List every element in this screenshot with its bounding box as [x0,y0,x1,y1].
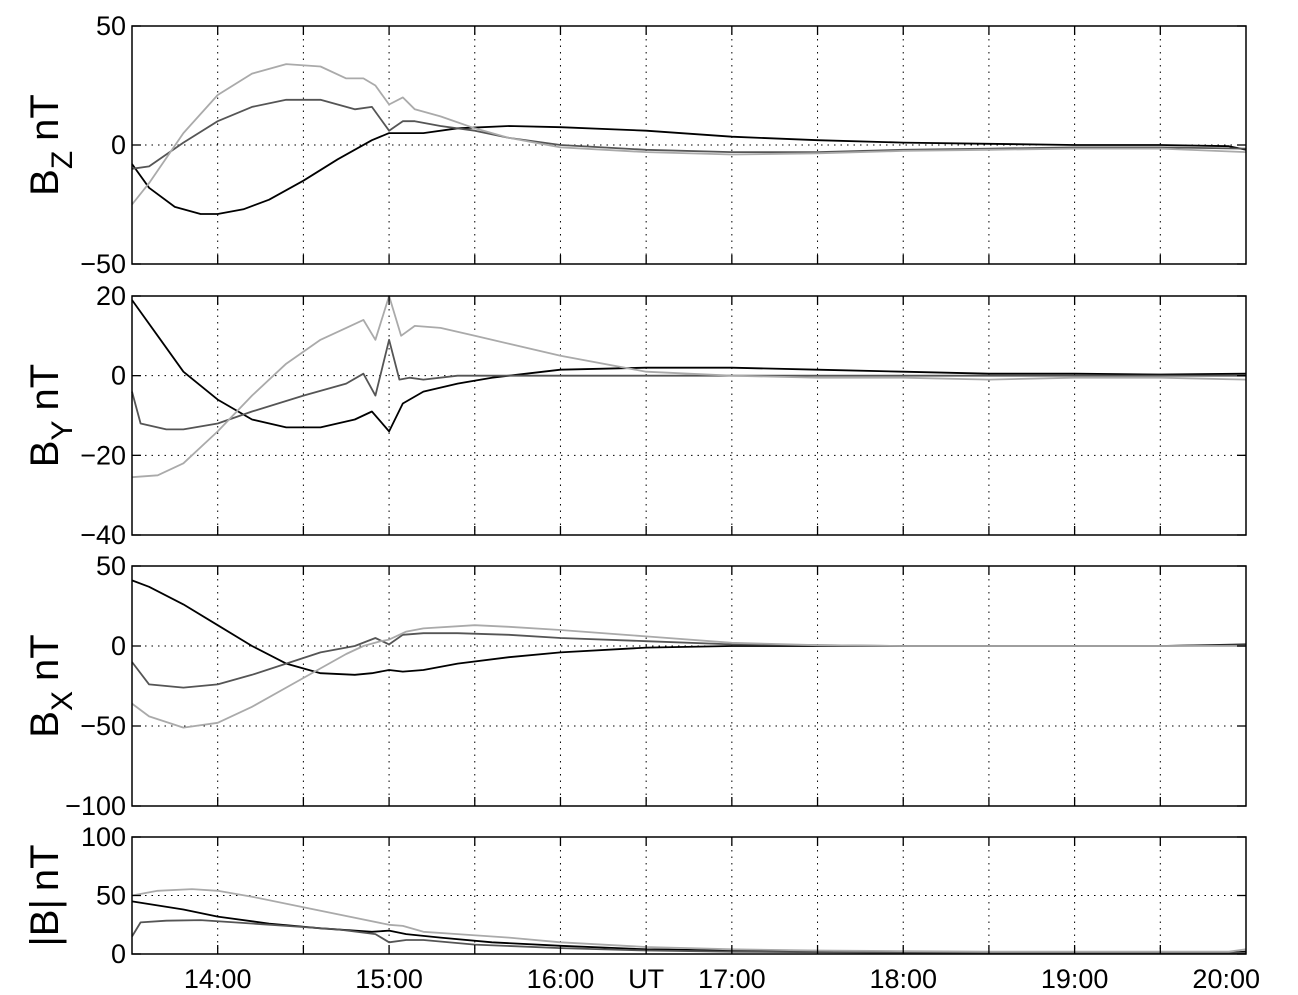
x-tick-label: 16:00 [527,964,595,994]
series-line-2 [131,63,1247,206]
y-axis-label: BYnT [23,364,79,467]
series-line-0 [131,299,1247,433]
series-line-1 [131,338,1246,431]
x-tick-label: 17:00 [698,964,766,994]
y-axis-label: |B|nT [23,844,67,946]
x-tick-label: 14:00 [184,964,252,994]
panel-2: −100 −50 0 50 BXnT [23,551,1247,821]
y-axis-label: BXnT [23,634,79,737]
series-line-0 [131,125,1247,215]
y-tick-label: −100 [65,791,126,821]
axes-frame [131,836,1247,955]
x-axis-unit-label: UT [628,964,664,994]
panel-1: −40 −20 0 20 BYnT [23,281,1247,550]
y-tick-label: −40 [80,520,126,550]
series-line-2 [131,888,1247,953]
y-tick-label: −50 [80,711,126,741]
y-tick-label: −20 [80,440,126,470]
series-line-0 [131,579,1247,676]
y-tick-label: 0 [111,939,126,969]
series-line-2 [131,624,1246,729]
y-tick-label: 0 [111,361,126,391]
series-line-1 [131,919,1246,954]
axes-frame [131,565,1247,807]
x-tick-label: 19:00 [1041,964,1109,994]
panel-3: 0 50 100 |B|nT 14:00 15:00 16:00 17:00 18:00 19:0… [23,822,1260,994]
series-line-1 [131,98,1247,170]
y-tick-label: 50 [96,881,126,911]
y-tick-label: 100 [81,822,126,852]
y-axis-label: BZnT [23,94,79,196]
y-tick-label: 20 [96,281,126,311]
y-tick-label: 50 [96,11,126,41]
y-tick-label: 50 [96,551,126,581]
x-tick-label: 18:00 [869,964,937,994]
axes-frame [131,295,1247,536]
y-tick-label: −50 [80,249,126,279]
x-tick-label: 15:00 [355,964,423,994]
y-tick-label: 0 [111,130,126,160]
panel-0: −50 0 50 BZnT [23,11,1247,279]
series-line-2 [131,295,1247,479]
y-tick-label: 0 [111,631,126,661]
x-tick-label: 20:00 [1192,964,1260,994]
